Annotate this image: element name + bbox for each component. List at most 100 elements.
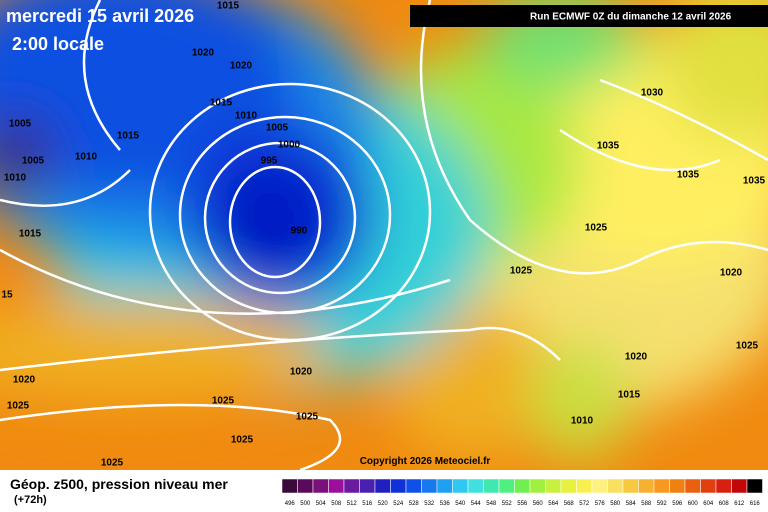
legend-swatch xyxy=(529,478,546,494)
legend-swatch xyxy=(390,478,407,494)
legend-value: 568 xyxy=(564,501,575,507)
legend-value: 528 xyxy=(409,501,420,507)
legend-swatch xyxy=(607,478,624,494)
isobar-label: 1005 xyxy=(9,119,32,130)
legend-swatch xyxy=(343,478,360,494)
legend-swatch xyxy=(328,478,345,494)
legend-swatch xyxy=(622,478,639,494)
legend-swatch xyxy=(359,478,376,494)
legend-swatch xyxy=(731,478,748,494)
legend-value: 596 xyxy=(672,501,683,507)
legend-value: 536 xyxy=(440,501,451,507)
time: 2:00 locale xyxy=(12,34,104,54)
legend-swatch xyxy=(653,478,670,494)
isobar-label: 1020 xyxy=(290,367,313,378)
isobar-label: 1025 xyxy=(736,341,759,352)
legend-swatch xyxy=(374,478,391,494)
isobar-label: 1005 xyxy=(266,123,289,134)
legend-swatch xyxy=(452,478,469,494)
legend-value: 608 xyxy=(719,501,730,507)
legend-swatch xyxy=(700,478,717,494)
legend-value: 504 xyxy=(316,501,327,507)
legend-swatch xyxy=(576,478,593,494)
legend-lead: (+72h) xyxy=(14,494,47,506)
isobar-label: 1005 xyxy=(22,156,45,167)
isobar-label: 1015 xyxy=(217,1,240,12)
isobar-label: 1025 xyxy=(231,435,254,446)
isobar-label: 1015 xyxy=(210,98,233,109)
isobar-label: 1020 xyxy=(192,48,215,59)
isobar-label: 1025 xyxy=(212,396,235,407)
isobar-label: 1010 xyxy=(235,111,258,122)
copyright: Copyright 2026 Meteociel.fr xyxy=(360,456,491,467)
isobar-label: 1020 xyxy=(13,375,36,386)
run-info: Run ECMWF 0Z du dimanche 12 avril 2026 xyxy=(530,12,732,23)
legend-swatch xyxy=(281,478,298,494)
isobar-label: 1010 xyxy=(4,173,27,184)
isobar-label: 1015 xyxy=(117,131,140,142)
legend-value: 584 xyxy=(626,501,637,507)
legend-swatch xyxy=(421,478,438,494)
legend-value: 540 xyxy=(455,501,466,507)
isobar-label: 1030 xyxy=(641,88,664,99)
isobar-label: 15 xyxy=(1,290,13,301)
legend-value: 612 xyxy=(734,501,745,507)
legend-value: 604 xyxy=(703,501,714,507)
legend-value: 576 xyxy=(595,501,606,507)
isobar-label: 1025 xyxy=(7,401,30,412)
legend-swatch xyxy=(405,478,422,494)
legend-value: 520 xyxy=(378,501,389,507)
isobar-label: 1020 xyxy=(720,268,743,279)
legend-value: 616 xyxy=(750,501,761,507)
legend-value: 580 xyxy=(610,501,621,507)
isobar-label: 1035 xyxy=(743,176,766,187)
isobar-label: 1015 xyxy=(19,229,42,240)
legend-swatch xyxy=(591,478,608,494)
legend-swatch xyxy=(669,478,686,494)
isobar-label: 1020 xyxy=(625,352,648,363)
legend-value: 592 xyxy=(657,501,668,507)
isobar-label: 1035 xyxy=(597,141,620,152)
legend-swatch xyxy=(498,478,515,494)
legend-value: 516 xyxy=(362,501,373,507)
legend-swatch xyxy=(297,478,314,494)
legend-value: 560 xyxy=(533,501,544,507)
legend-value: 572 xyxy=(579,501,590,507)
legend-value: 496 xyxy=(285,501,296,507)
legend-value: 588 xyxy=(641,501,652,507)
isobar-label: 1010 xyxy=(75,152,98,163)
isobar-label: 990 xyxy=(291,226,308,237)
legend-swatch xyxy=(545,478,562,494)
legend-swatch xyxy=(312,478,329,494)
legend-swatch xyxy=(483,478,500,494)
isobar-label: 1010 xyxy=(571,416,594,427)
legend-value: 532 xyxy=(424,501,435,507)
legend-swatch xyxy=(560,478,577,494)
legend-value: 600 xyxy=(688,501,699,507)
isobar-label: 1025 xyxy=(585,223,608,234)
date: mercredi 15 avril 2026 xyxy=(6,6,194,26)
legend-swatch xyxy=(684,478,701,494)
legend-swatch xyxy=(467,478,484,494)
legend-value: 556 xyxy=(517,501,528,507)
legend-swatch xyxy=(715,478,732,494)
isobar-label: 1025 xyxy=(296,412,319,423)
legend-value: 544 xyxy=(471,501,482,507)
legend-swatch xyxy=(514,478,531,494)
isobar-label: 1035 xyxy=(677,170,700,181)
legend-value: 564 xyxy=(548,501,559,507)
field xyxy=(0,0,768,470)
isobar-label: 1015 xyxy=(618,390,641,401)
isobar-label: 995 xyxy=(261,156,278,167)
isobar-label: 1025 xyxy=(101,458,124,469)
legend-title: Géop. z500, pression niveau mer xyxy=(10,476,228,492)
isobar-label: 1025 xyxy=(510,266,533,277)
isobar-label: 1020 xyxy=(230,61,253,72)
legend-value: 548 xyxy=(486,501,497,507)
legend-value: 512 xyxy=(347,501,358,507)
legend-swatch xyxy=(436,478,453,494)
legend-value: 500 xyxy=(300,501,311,507)
legend-value: 552 xyxy=(502,501,513,507)
run-box xyxy=(410,5,768,27)
